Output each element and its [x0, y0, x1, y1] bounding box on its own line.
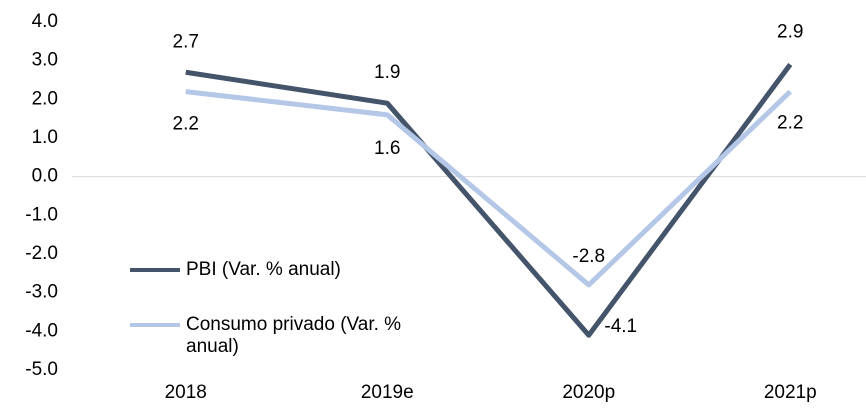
- y-tick-label: -4.0: [25, 320, 58, 341]
- series-line: [185, 63, 793, 338]
- data-label: 2.2: [173, 114, 199, 135]
- data-label: 2.2: [777, 113, 803, 134]
- x-tick-label: 2021p: [764, 382, 817, 403]
- legend-label: Consumo privado (Var. % anual): [186, 314, 402, 357]
- y-tick-label: 1.0: [32, 127, 58, 148]
- legend-label: PBI (Var. % anual): [186, 259, 341, 280]
- y-tick-label: -5.0: [25, 359, 58, 380]
- y-tick-label: 3.0: [32, 50, 58, 71]
- y-tick-label: 4.0: [32, 11, 58, 32]
- y-tick-label: -3.0: [25, 282, 58, 303]
- data-label: 2.7: [173, 31, 199, 52]
- x-tick-label: 2018: [165, 382, 207, 403]
- legend-swatch: [130, 268, 180, 272]
- data-label: 1.9: [374, 62, 400, 83]
- legend-item: Consumo privado (Var. % anual): [130, 314, 430, 358]
- data-label: 1.6: [374, 138, 400, 159]
- y-tick-label: 2.0: [32, 88, 58, 109]
- legend-swatch: [130, 323, 180, 327]
- y-tick-label: -1.0: [25, 204, 58, 225]
- data-label: 2.9: [777, 22, 803, 43]
- x-tick-label: 2020p: [562, 382, 615, 403]
- x-tick-label: 2019e: [361, 382, 414, 403]
- legend-item: PBI (Var. % anual): [130, 259, 430, 281]
- series-line: [185, 89, 792, 288]
- y-tick-label: -2.0: [25, 243, 58, 264]
- data-label: -2.8: [572, 246, 605, 267]
- data-label: -4.1: [604, 316, 637, 337]
- y-tick-label: 0.0: [32, 166, 58, 187]
